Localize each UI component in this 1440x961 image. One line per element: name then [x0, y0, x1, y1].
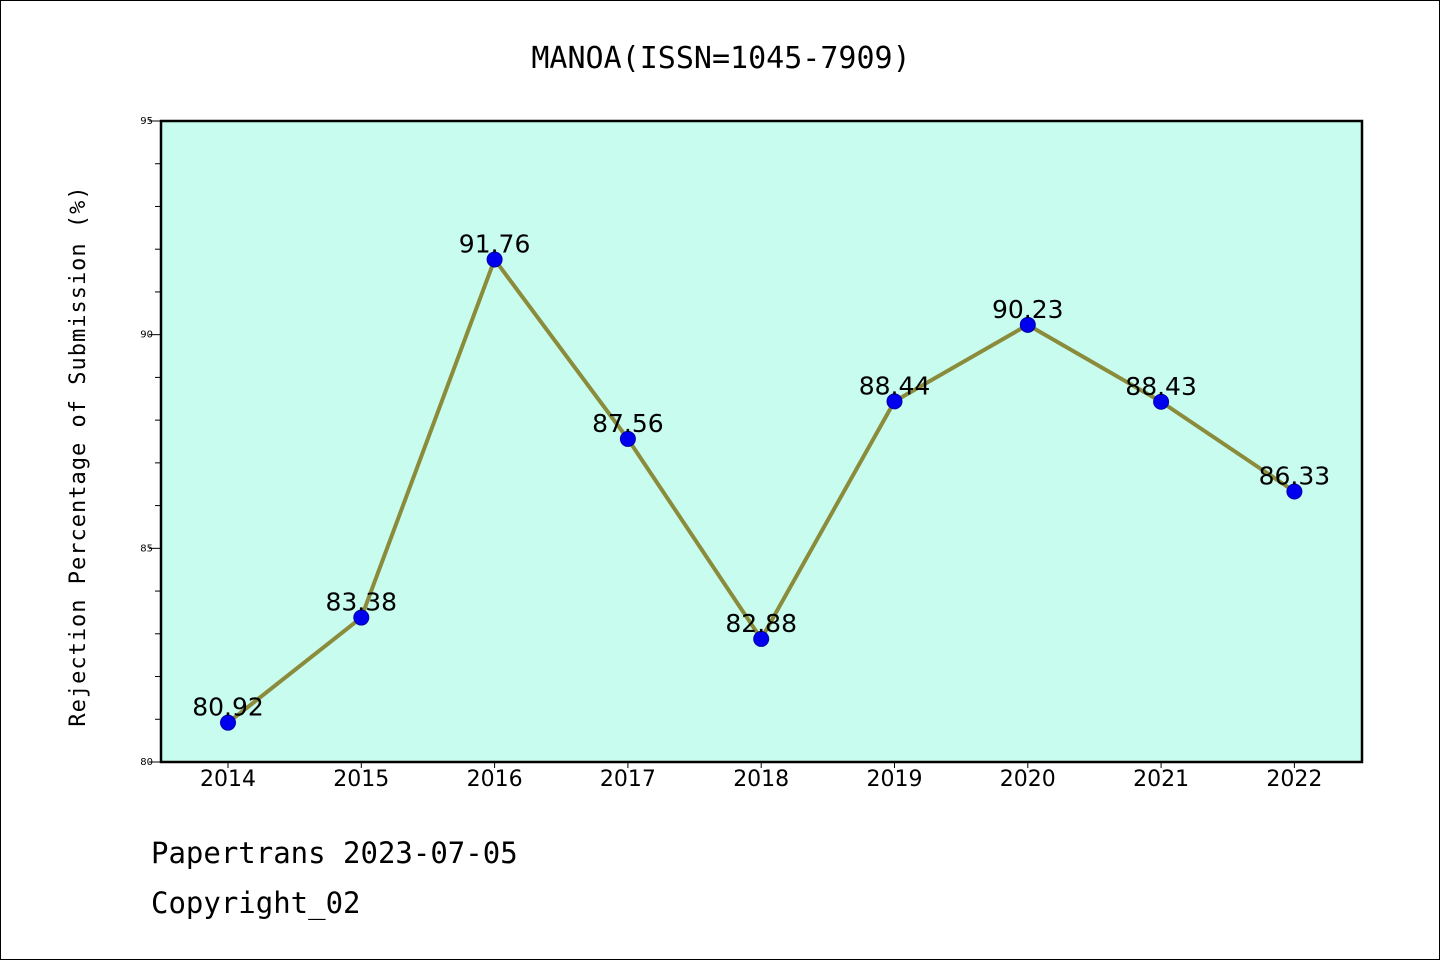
data-point — [1286, 483, 1303, 500]
data-point — [486, 251, 503, 268]
x-tick-label: 2016 — [467, 767, 523, 792]
data-point — [619, 430, 636, 447]
x-tick-label: 2020 — [1000, 767, 1056, 792]
y-tick-label: 90 — [140, 330, 153, 341]
chart-title: MANOA(ISSN=1045-7909) — [531, 41, 910, 76]
data-labels: 80.92 83.38 91.76 87.56 82.88 88.44 90.23 88.43… — [192, 229, 1330, 721]
x-tick-label: 2019 — [867, 767, 923, 792]
data-label: 80.92 — [192, 693, 264, 722]
data-label: 87.56 — [592, 409, 664, 438]
data-label: 83.38 — [326, 588, 398, 617]
data-label: 88.43 — [1125, 372, 1197, 401]
data-markers — [220, 251, 1303, 731]
data-label: 91.76 — [459, 229, 531, 258]
plot-area — [159, 119, 1364, 764]
data-label: 82.88 — [725, 609, 797, 638]
data-point — [1153, 393, 1170, 410]
y-tick-label: 85 — [140, 543, 153, 554]
data-label: 88.44 — [859, 371, 931, 400]
y-tick-label: 80 — [140, 757, 153, 768]
data-point — [353, 609, 370, 626]
x-tick-label: 2014 — [200, 767, 256, 792]
y-axis-label: Rejection Percentage of Submission (%) — [66, 185, 91, 726]
data-point — [220, 714, 236, 731]
data-point — [886, 393, 903, 410]
y-tick-label: 95 — [140, 116, 153, 127]
x-tick-label: 2021 — [1133, 767, 1189, 792]
x-axis: 2014 2015 2016 2017 2018 2019 2020 2021 2022 — [200, 762, 1322, 792]
data-label: 86.33 — [1259, 461, 1331, 490]
footer-date-line: Papertrans 2023-07-05 — [151, 836, 518, 870]
x-tick-label: 2017 — [600, 767, 656, 792]
footer-copyright-line: Copyright_02 — [151, 886, 361, 920]
y-axis: 80 85 90 95 — [140, 116, 161, 768]
data-label: 90.23 — [992, 295, 1064, 324]
x-tick-label: 2015 — [333, 767, 389, 792]
x-tick-label: 2018 — [733, 767, 789, 792]
data-point — [1019, 316, 1036, 333]
data-point — [753, 630, 770, 647]
x-tick-label: 2022 — [1266, 767, 1322, 792]
